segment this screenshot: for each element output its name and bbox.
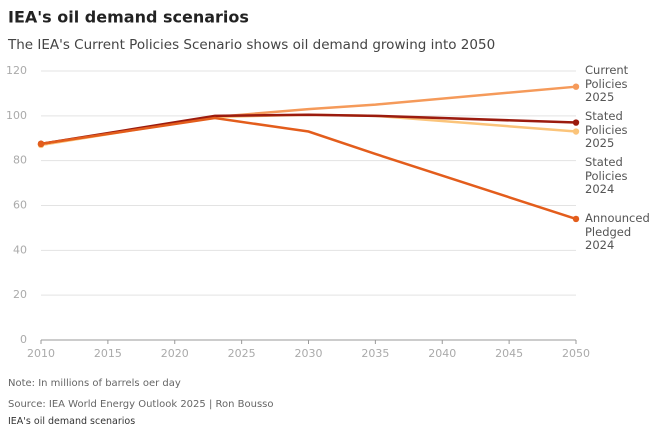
chart-subtitle: The IEA's Current Policies Scenario show… [7, 37, 495, 53]
legend-label: Announced Pledged 2024 [585, 211, 649, 252]
y-tick-label: 20 [13, 288, 27, 301]
x-tick-label: 2035 [361, 347, 389, 360]
legend-label: Stated Policies 2025 [585, 109, 628, 150]
y-tick-label: 100 [6, 109, 27, 122]
point [572, 128, 580, 135]
caption: IEA's oil demand scenarios [8, 416, 136, 427]
x-tick-label: 2025 [228, 347, 256, 360]
x-tick-label: 2015 [94, 347, 122, 360]
point [37, 140, 45, 148]
source: Source: IEA World Energy Outlook 2025 | … [8, 399, 274, 410]
y-tick-label: 40 [13, 243, 27, 256]
note: Note: In millions of barrels oer day [8, 378, 181, 389]
x-tick-label: 2020 [161, 347, 189, 360]
y-tick-label: 80 [13, 154, 27, 167]
x-tick-label: 2040 [428, 347, 456, 360]
x-tick-label: 2010 [27, 347, 55, 360]
legend-label: Stated Policies 2024 [585, 155, 628, 196]
series-line [40, 113, 577, 146]
y-tick-label: 60 [13, 199, 27, 212]
y-tick-label: 0 [20, 333, 27, 346]
point [572, 215, 580, 223]
y-tick-label: 120 [6, 64, 27, 77]
chart-title: IEA's oil demand scenarios [8, 8, 249, 27]
x-tick-label: 2045 [495, 347, 523, 360]
series-line [40, 116, 577, 221]
point [572, 119, 580, 126]
x-tick-label: 2050 [562, 347, 590, 360]
legend-label: Current Policies 2025 [585, 63, 629, 104]
x-tick-label: 2030 [295, 347, 323, 360]
point [572, 83, 580, 90]
